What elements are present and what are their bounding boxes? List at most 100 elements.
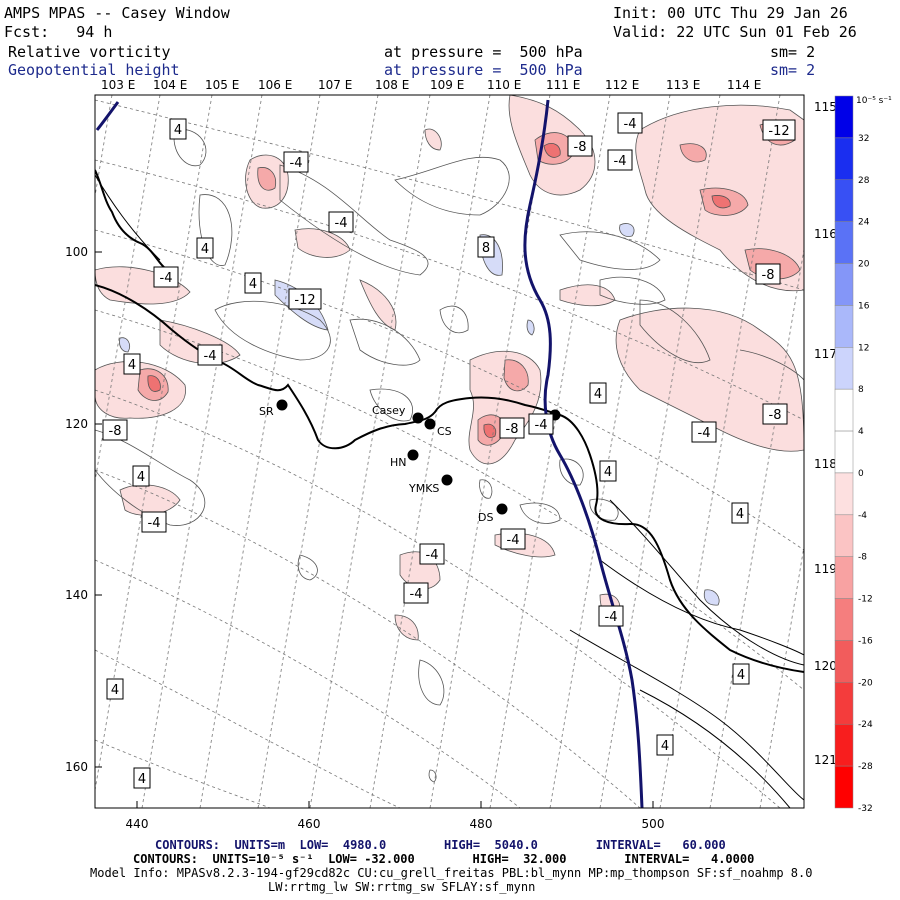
- svg-text:-4: -4: [624, 117, 637, 132]
- colorbar-label: -28: [858, 762, 873, 772]
- footer-model-info: Model Info: MPASv8.2.3-194-gf29cd82c CU:…: [90, 866, 813, 880]
- svg-text:4: 4: [661, 739, 669, 754]
- top-lon-label: 105 E: [205, 78, 239, 92]
- top-lon-label: 114 E: [727, 78, 761, 92]
- contour-label: -4: [419, 543, 445, 565]
- contour-label: -4: [153, 266, 179, 288]
- field1-pressure: at pressure = 500 hPa: [384, 43, 583, 61]
- field1-smoothing: sm= 2: [770, 43, 816, 61]
- svg-text:4: 4: [604, 465, 612, 480]
- colorbar-label: -12: [858, 595, 873, 605]
- colorbar-unit: 10⁻⁵ s⁻¹: [856, 96, 892, 106]
- colorbar-label: -16: [858, 636, 873, 646]
- station-marker: HN: [390, 449, 419, 469]
- station-label: HN: [390, 456, 407, 469]
- y-tick-label: 100: [65, 245, 88, 259]
- svg-text:4: 4: [594, 387, 602, 402]
- x-axis: 440 460 480 500: [126, 801, 665, 831]
- contour-label: 4: [656, 734, 674, 756]
- contour-label: -4: [500, 528, 526, 550]
- station-marker: YMKS: [408, 474, 453, 495]
- footer-height-contours: CONTOURS: UNITS=m LOW= 4980.0 HIGH= 5040…: [155, 838, 726, 852]
- svg-text:-4: -4: [698, 426, 711, 441]
- svg-text:-4: -4: [290, 156, 303, 171]
- y-axis: 100 120 140 160: [65, 245, 102, 774]
- contour-label: -4: [197, 344, 223, 366]
- y-tick-label: 120: [65, 417, 88, 431]
- svg-text:-4: -4: [605, 610, 618, 625]
- contour-label: -8: [499, 417, 525, 439]
- svg-text:-4: -4: [410, 587, 423, 602]
- field1-name: Relative vorticity: [8, 43, 171, 61]
- svg-text:4: 4: [201, 242, 209, 257]
- contour-label: -4: [328, 211, 354, 233]
- contour-label: -8: [755, 263, 781, 285]
- svg-text:4: 4: [138, 772, 146, 787]
- station-dot-icon: [496, 503, 508, 515]
- top-lon-label: 108 E: [375, 78, 409, 92]
- contour-label: -8: [567, 135, 593, 157]
- contour-label: 8: [477, 236, 495, 258]
- svg-text:-4: -4: [535, 418, 548, 433]
- colorbar-label: 28: [858, 176, 870, 186]
- contour-label: -4: [691, 421, 717, 443]
- colorbar-label: 0: [858, 469, 864, 479]
- colorbar-label: 16: [858, 301, 870, 311]
- window-title: AMPS MPAS -- Casey Window: [4, 4, 230, 22]
- contour-label: -4: [617, 112, 643, 134]
- contour-label: 4: [133, 767, 151, 789]
- contour-label: -4: [528, 413, 554, 435]
- station-label: Casey: [372, 404, 406, 417]
- svg-text:4: 4: [737, 668, 745, 683]
- forecast-hour: Fcst: 94 h: [4, 23, 113, 41]
- station-dot-icon: [424, 418, 436, 430]
- svg-text:-8: -8: [762, 268, 775, 283]
- y-tick-label: 160: [65, 760, 88, 774]
- colorbar-label: 8: [858, 385, 864, 395]
- svg-text:4: 4: [174, 123, 182, 138]
- station-label: CS: [437, 425, 452, 438]
- contour-label: 4: [589, 382, 607, 404]
- contour-label: 4: [169, 118, 187, 140]
- field2-smoothing: sm= 2: [770, 61, 816, 79]
- contour-label: -4: [283, 151, 309, 173]
- y-tick-label: 140: [65, 588, 88, 602]
- svg-text:4: 4: [128, 358, 136, 373]
- top-lon-label: 103 E: [101, 78, 135, 92]
- station-label: YMKS: [408, 482, 439, 495]
- x-tick-label: 500: [642, 817, 665, 831]
- top-lon-label: 113 E: [666, 78, 700, 92]
- x-tick-label: 460: [298, 817, 321, 831]
- init-time: Init: 00 UTC Thu 29 Jan 26: [613, 4, 848, 22]
- svg-text:4: 4: [111, 683, 119, 698]
- colorbar-label: -8: [858, 553, 867, 563]
- field2-pressure: at pressure = 500 hPa: [384, 61, 583, 79]
- stations: SRCaseyCSHNYMKSCRDS: [259, 399, 561, 524]
- svg-text:-4: -4: [160, 271, 173, 286]
- station-dot-icon: [441, 474, 453, 486]
- svg-text:-4: -4: [148, 516, 161, 531]
- contour-label: 4: [123, 353, 141, 375]
- svg-text:4: 4: [249, 277, 257, 292]
- contour-label: 4: [731, 502, 749, 524]
- colorbar-label: -20: [858, 678, 873, 688]
- contour-label: 4: [196, 237, 214, 259]
- station-dot-icon: [407, 449, 419, 461]
- valid-time: Valid: 22 UTC Sun 01 Feb 26: [613, 23, 857, 41]
- top-lon-label: 106 E: [258, 78, 292, 92]
- colorbar-label: 4: [858, 427, 864, 437]
- map-field: [95, 95, 804, 808]
- footer-physics-info: LW:rrtmg_lw SW:rrtmg_sw SFLAY:sf_mynn: [268, 880, 536, 894]
- svg-text:4: 4: [736, 507, 744, 522]
- contour-label: -12: [288, 288, 322, 310]
- top-lon-label: 109 E: [430, 78, 464, 92]
- colorbar-label: 12: [858, 343, 869, 353]
- colorbar-label: -24: [858, 720, 873, 730]
- station-label: DS: [478, 511, 493, 524]
- contour-label: -12: [762, 119, 796, 141]
- svg-text:-12: -12: [768, 124, 789, 139]
- station-marker: SR: [259, 399, 288, 418]
- contour-label: 4: [244, 272, 262, 294]
- contour-labels: 4 -4 -4 4 -4 4 -12 8 -8 -4 -4 -12 -8 4 -4 -8 4 -4 -8 -4 4 4 -4…: [102, 112, 796, 789]
- contour-label: -4: [598, 605, 624, 627]
